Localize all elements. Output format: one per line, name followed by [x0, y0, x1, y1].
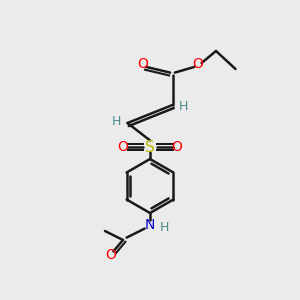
- Text: H: H: [111, 115, 121, 128]
- Text: O: O: [172, 140, 182, 154]
- Text: H: H: [160, 221, 169, 234]
- Text: S: S: [145, 140, 155, 154]
- Text: O: O: [193, 58, 203, 71]
- Text: O: O: [118, 140, 128, 154]
- Text: N: N: [145, 218, 155, 232]
- Text: O: O: [106, 248, 116, 262]
- Text: H: H: [179, 100, 189, 113]
- Text: O: O: [137, 58, 148, 71]
